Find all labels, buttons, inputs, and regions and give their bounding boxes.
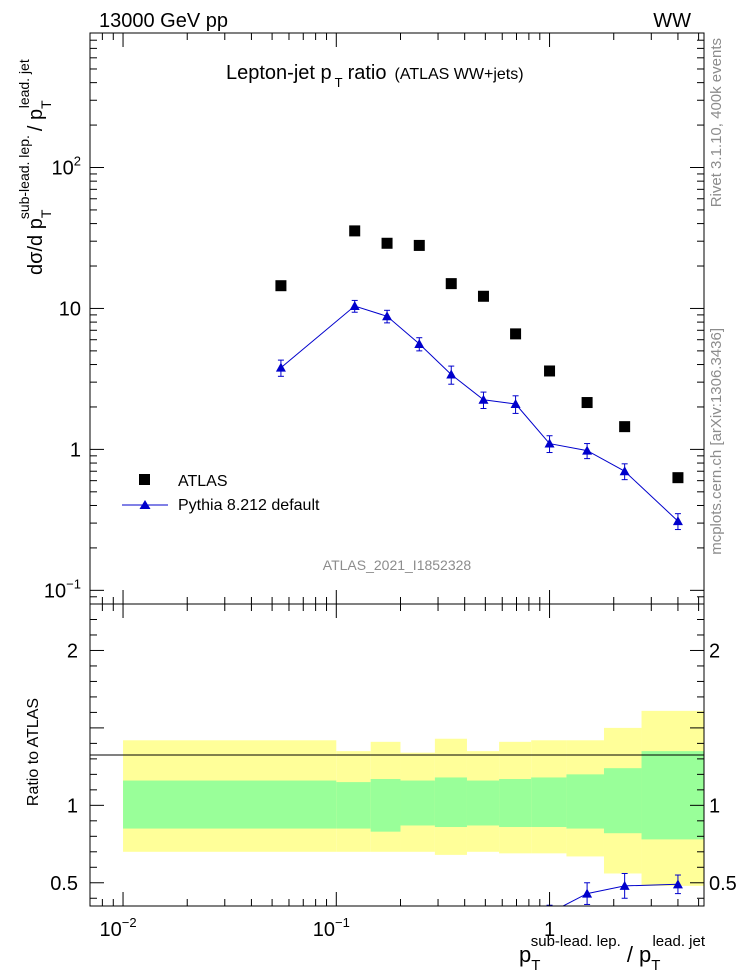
header-right: WW [653, 10, 691, 32]
ratio-y-tick-label: 2 [67, 640, 78, 662]
mcplots-label: mcplots.cern.ch [arXiv:1306.3436] [708, 328, 725, 555]
pythia-point [544, 438, 555, 448]
legend: ATLAS Pythia 8.212 default [122, 473, 320, 514]
x-axis-label: pTsub-lead. lep./ pTlead. jet [519, 933, 706, 972]
pythia-point [478, 394, 489, 404]
x-tick-label: 10−2 [99, 915, 136, 941]
pythia-point [382, 311, 393, 321]
atlas-point [544, 365, 556, 377]
ratio-pythia-point [619, 880, 630, 890]
pythia-point [582, 445, 593, 455]
pythia-point [619, 466, 630, 476]
x-tick-labels: 10−2 10−1 1 [99, 915, 555, 941]
legend-pythia-marker [139, 500, 151, 509]
atlas-point [581, 397, 593, 409]
ratio-data-marks [545, 872, 683, 917]
band-inner [531, 777, 567, 828]
band-inner [466, 780, 500, 826]
atlas-point [445, 278, 457, 290]
atlas-point [413, 239, 425, 251]
atlas-point [672, 472, 684, 484]
ratio-y-tick-label-right: 0.5 [709, 873, 737, 895]
ratio-y-tick-label-right: 2 [709, 640, 720, 662]
ratio-pythia-line [561, 883, 678, 906]
pythia-point [414, 338, 425, 348]
legend-atlas-marker [139, 474, 150, 485]
band-inner [370, 779, 401, 832]
atlas-point [349, 225, 361, 237]
main-y-axis-label: dσ/d pTsub-lead. lep./ pTlead. jet [16, 59, 54, 275]
ratio-pythia-point [545, 908, 555, 917]
main-plot-frame [89, 32, 705, 605]
atlas-point [510, 328, 522, 340]
atlas-point [381, 237, 393, 249]
header-left: 13000 GeV pp [99, 10, 228, 32]
ratio-panel: 0.5 0.5 1 1 2 2 10−2 10−1 1 Ratio to ATLAS pTsu… [25, 603, 737, 972]
y-tick-label: 102 [52, 153, 81, 179]
ratio-y-axis-label: Ratio to ATLAS [25, 698, 42, 806]
x-tick-label: 10−1 [313, 915, 350, 941]
band-inner [566, 774, 604, 829]
ratio-y-tick-label-right: 1 [709, 795, 720, 817]
band-inner [400, 780, 435, 826]
pythia-point [510, 398, 521, 408]
ratio-pythia-point [672, 879, 683, 889]
ratio-pythia-point [582, 888, 593, 898]
pythia-point [275, 362, 286, 372]
main-data-marks [275, 225, 684, 531]
atlas-point [477, 290, 489, 302]
y-tick-label: 1 [70, 439, 81, 461]
band-inner [641, 751, 704, 840]
pythia-point [349, 301, 360, 311]
main-axis-ticks [89, 32, 704, 605]
band-inner [336, 782, 371, 829]
ratio-plot-frame [89, 603, 705, 907]
y-tick-label: 10 [59, 298, 81, 320]
main-y-tick-labels: 10−1 1 10 102 [44, 153, 81, 602]
band-inner [123, 780, 337, 829]
legend-atlas-label: ATLAS [178, 473, 228, 490]
legend-pythia-label: Pythia 8.212 default [178, 497, 320, 514]
band-inner [434, 777, 467, 828]
atlas-point [619, 421, 631, 433]
analysis-id: ATLAS_2021_I1852328 [323, 557, 472, 573]
ratio-y-tick-label: 1 [67, 795, 78, 817]
y-tick-label: 10−1 [44, 576, 81, 602]
rivet-label: Rivet 3.1.10, 400k events [708, 38, 725, 207]
ratio-y-tick-labels: 0.5 0.5 1 1 2 2 [50, 640, 737, 894]
atlas-point [275, 280, 287, 292]
band-inner [499, 779, 532, 828]
pythia-line [280, 305, 679, 522]
pythia-point [672, 516, 683, 526]
x-tick-label: 1 [544, 919, 555, 941]
pythia-point [446, 369, 457, 379]
band-inner [603, 768, 642, 834]
ratio-y-tick-label: 0.5 [50, 873, 78, 895]
ratio-axis-ticks [89, 603, 704, 906]
ratio-uncertainty-bands [123, 710, 704, 886]
